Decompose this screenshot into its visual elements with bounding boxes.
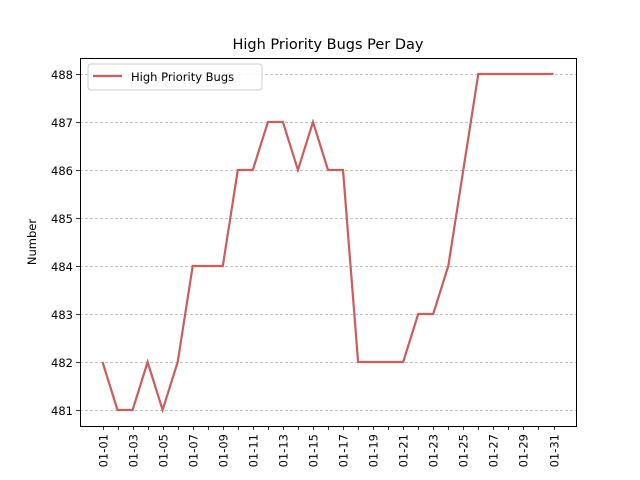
x-tick-label: 01-17 [337,434,351,467]
x-tick-label: 01-23 [427,434,441,467]
x-tick-label: 01-13 [277,434,291,467]
x-tick-label: 01-19 [367,434,381,467]
x-tick-label: 01-27 [487,434,501,467]
y-tick-label: 487 [51,116,73,130]
x-tick-label: 01-29 [517,434,531,467]
legend-box [87,63,263,91]
x-tick-label: 01-03 [127,434,141,467]
data-series [101,72,554,414]
legend-label: High Priority Bugs [131,70,234,84]
x-tick-label: 01-05 [157,434,171,467]
x-tick-label: 01-11 [247,434,261,467]
y-tick-label: 488 [51,68,73,82]
y-tick-label: 485 [51,212,73,226]
series-line [101,72,554,414]
x-tick-label: 01-01 [97,434,111,467]
y-tick-label: 483 [51,308,73,322]
y-axis-label: Number [25,219,39,265]
y-tick-label: 481 [51,404,73,418]
x-tick-label: 01-15 [307,434,321,467]
x-axis-ticks: 01-01 01-03 01-05 01-07 01-09 01-11 01-13 01-15… [97,426,562,467]
x-tick-label: 01-21 [397,434,411,467]
y-tick-label: 484 [51,260,73,274]
y-tick-label: 482 [51,356,73,370]
x-tick-label: 01-31 [548,434,562,467]
y-tick-label: 486 [51,164,73,178]
chart-title: High Priority Bugs Per Day [232,37,423,53]
plot-area-frame [80,58,577,427]
y-axis-ticks: 481 482 483 484 485 486 487 488 [51,68,80,418]
x-tick-label: 01-25 [457,434,471,467]
gridlines [80,74,576,411]
x-tick-label: 01-09 [217,434,231,467]
legend: High Priority Bugs [87,63,263,91]
x-tick-label: 01-07 [187,434,201,467]
